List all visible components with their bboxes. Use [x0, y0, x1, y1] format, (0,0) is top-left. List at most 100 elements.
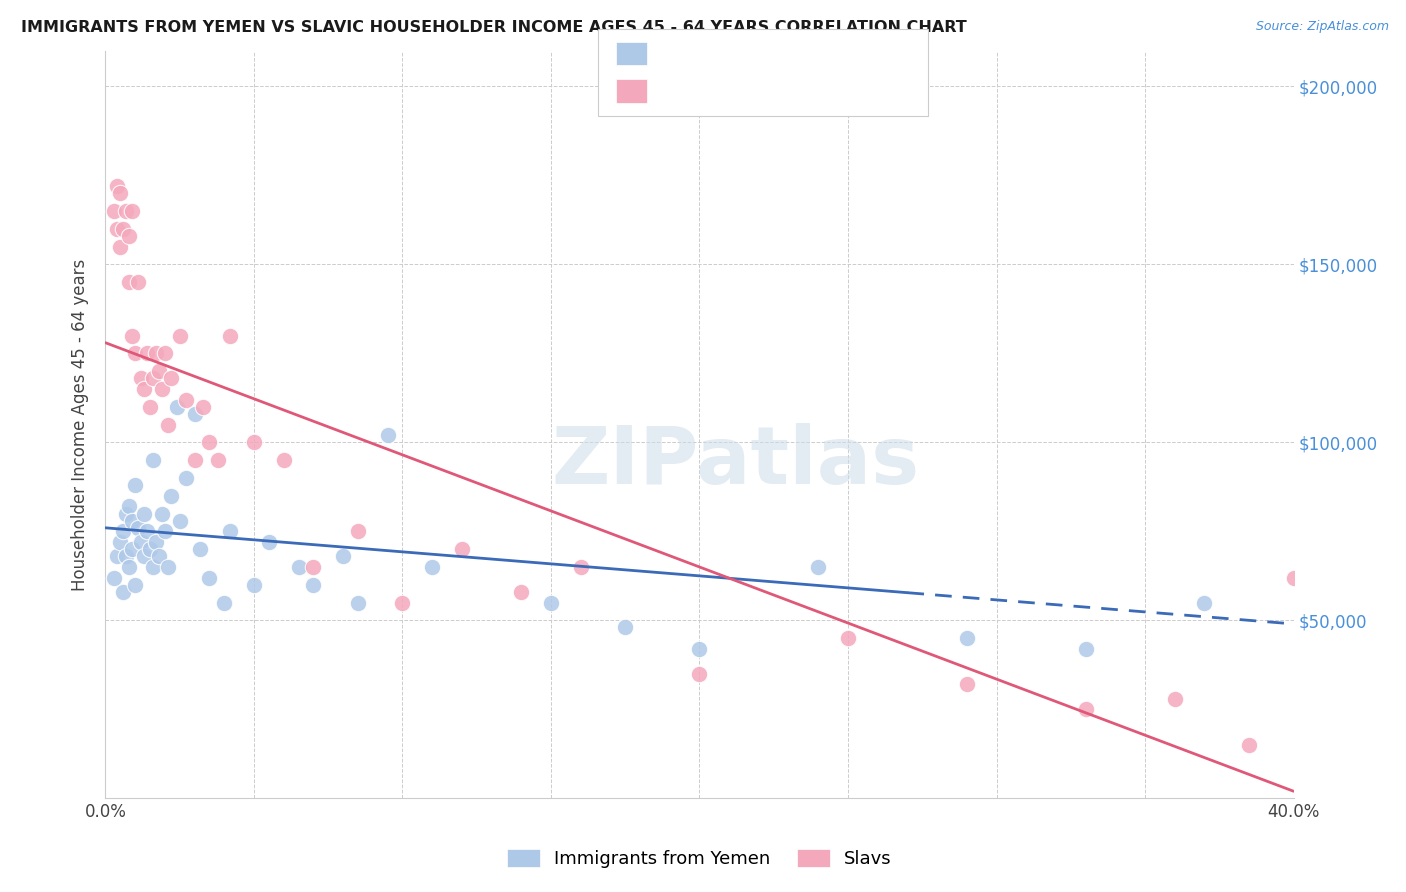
Point [110, 239, 132, 253]
Point [273, 453, 295, 467]
Point [112, 585, 135, 599]
Point [377, 428, 399, 442]
Point [837, 631, 859, 645]
Point [1282, 571, 1305, 585]
Point [956, 631, 979, 645]
Point [193, 400, 215, 414]
Point [142, 371, 165, 385]
Point [198, 435, 221, 450]
Point [807, 560, 830, 574]
Point [347, 524, 370, 539]
Point [1074, 641, 1097, 656]
Point [510, 585, 533, 599]
Point [190, 542, 212, 557]
Point [450, 542, 472, 557]
Text: -0.540: -0.540 [706, 82, 770, 100]
Text: IMMIGRANTS FROM YEMEN VS SLAVIC HOUSEHOLDER INCOME AGES 45 - 64 YEARS CORRELATIO: IMMIGRANTS FROM YEMEN VS SLAVIC HOUSEHOL… [21, 20, 967, 35]
Point [110, 535, 132, 549]
Point [105, 222, 128, 236]
Point [132, 549, 155, 564]
Point [121, 328, 143, 343]
Point [420, 560, 443, 574]
Point [121, 514, 143, 528]
Point [302, 560, 325, 574]
Point [110, 186, 132, 201]
Point [112, 222, 135, 236]
Point [129, 371, 152, 385]
Point [127, 521, 149, 535]
Point [142, 560, 165, 574]
Text: 50: 50 [841, 45, 862, 62]
Point [136, 346, 159, 360]
Point [287, 560, 309, 574]
Point [132, 507, 155, 521]
Point [159, 489, 181, 503]
Y-axis label: Householder Income Ages 45 - 64 years: Householder Income Ages 45 - 64 years [72, 259, 90, 591]
Point [332, 549, 354, 564]
Text: R =: R = [661, 82, 704, 100]
Point [169, 514, 191, 528]
Text: Source: ZipAtlas.com: Source: ZipAtlas.com [1256, 20, 1389, 33]
Point [136, 524, 159, 539]
Point [1194, 596, 1216, 610]
Point [347, 596, 370, 610]
Point [198, 571, 221, 585]
Text: -0.189: -0.189 [706, 45, 770, 62]
Point [159, 371, 181, 385]
Point [956, 677, 979, 691]
Point [219, 524, 242, 539]
Point [689, 666, 711, 681]
Point [118, 560, 141, 574]
Point [142, 453, 165, 467]
Text: 47: 47 [841, 82, 862, 100]
Point [150, 382, 173, 396]
Point [540, 596, 562, 610]
Point [103, 204, 125, 219]
Point [148, 549, 170, 564]
Point [139, 542, 162, 557]
Point [1237, 738, 1260, 752]
Point [391, 596, 413, 610]
Point [243, 578, 266, 592]
Point [156, 560, 179, 574]
Point [118, 229, 141, 244]
Point [124, 346, 146, 360]
Point [150, 507, 173, 521]
Point [118, 500, 141, 514]
Point [112, 524, 135, 539]
Point [183, 453, 205, 467]
Point [124, 478, 146, 492]
Point [169, 328, 191, 343]
Point [148, 364, 170, 378]
Point [207, 453, 229, 467]
Point [153, 346, 176, 360]
Point [174, 471, 197, 485]
Point [118, 275, 141, 289]
Point [183, 407, 205, 421]
Point [1074, 702, 1097, 716]
Point [1312, 773, 1334, 788]
Point [115, 204, 138, 219]
Text: N =: N = [773, 45, 838, 62]
Point [145, 346, 167, 360]
Point [689, 641, 711, 656]
Point [129, 535, 152, 549]
Point [243, 435, 266, 450]
Point [166, 400, 188, 414]
Point [103, 571, 125, 585]
Point [1164, 691, 1187, 706]
Point [145, 535, 167, 549]
Point [115, 507, 138, 521]
Point [105, 549, 128, 564]
Text: N =: N = [773, 82, 838, 100]
Point [569, 560, 592, 574]
Point [153, 524, 176, 539]
Point [614, 620, 637, 634]
Point [132, 382, 155, 396]
Point [174, 392, 197, 407]
Point [105, 179, 128, 194]
Point [156, 417, 179, 432]
Point [115, 549, 138, 564]
Text: ZIPatlas: ZIPatlas [551, 423, 920, 501]
Point [257, 535, 280, 549]
